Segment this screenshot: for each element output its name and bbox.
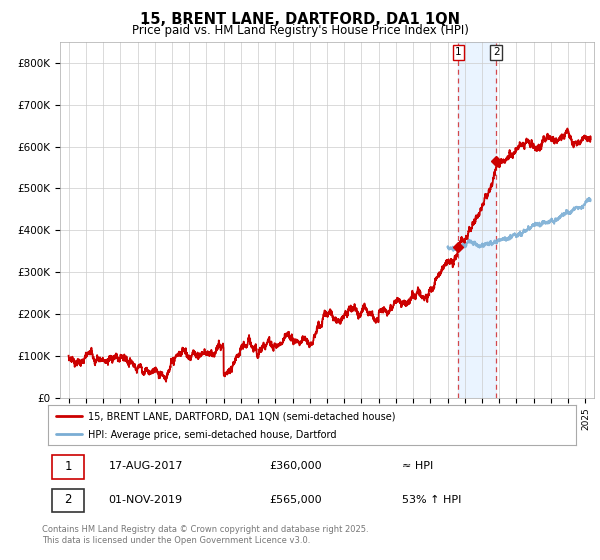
Text: 1: 1 xyxy=(64,460,72,473)
Text: 2: 2 xyxy=(64,493,72,506)
Text: HPI: Average price, semi-detached house, Dartford: HPI: Average price, semi-detached house,… xyxy=(88,430,336,440)
Text: 15, BRENT LANE, DARTFORD, DA1 1QN (semi-detached house): 15, BRENT LANE, DARTFORD, DA1 1QN (semi-… xyxy=(88,412,395,422)
Text: £360,000: £360,000 xyxy=(270,461,322,471)
Text: Price paid vs. HM Land Registry's House Price Index (HPI): Price paid vs. HM Land Registry's House … xyxy=(131,24,469,36)
Text: 53% ↑ HPI: 53% ↑ HPI xyxy=(402,495,461,505)
Text: 15, BRENT LANE, DARTFORD, DA1 1QN: 15, BRENT LANE, DARTFORD, DA1 1QN xyxy=(140,12,460,27)
Text: 01-NOV-2019: 01-NOV-2019 xyxy=(109,495,183,505)
FancyBboxPatch shape xyxy=(52,488,84,512)
Bar xyxy=(458,42,496,398)
Text: 1: 1 xyxy=(455,48,462,57)
Text: Contains HM Land Registry data © Crown copyright and database right 2025.
This d: Contains HM Land Registry data © Crown c… xyxy=(42,525,368,545)
Text: 17-AUG-2017: 17-AUG-2017 xyxy=(109,461,183,471)
Text: £565,000: £565,000 xyxy=(270,495,322,505)
Text: ≈ HPI: ≈ HPI xyxy=(402,461,433,471)
Text: 2: 2 xyxy=(493,48,500,57)
FancyBboxPatch shape xyxy=(52,455,84,479)
